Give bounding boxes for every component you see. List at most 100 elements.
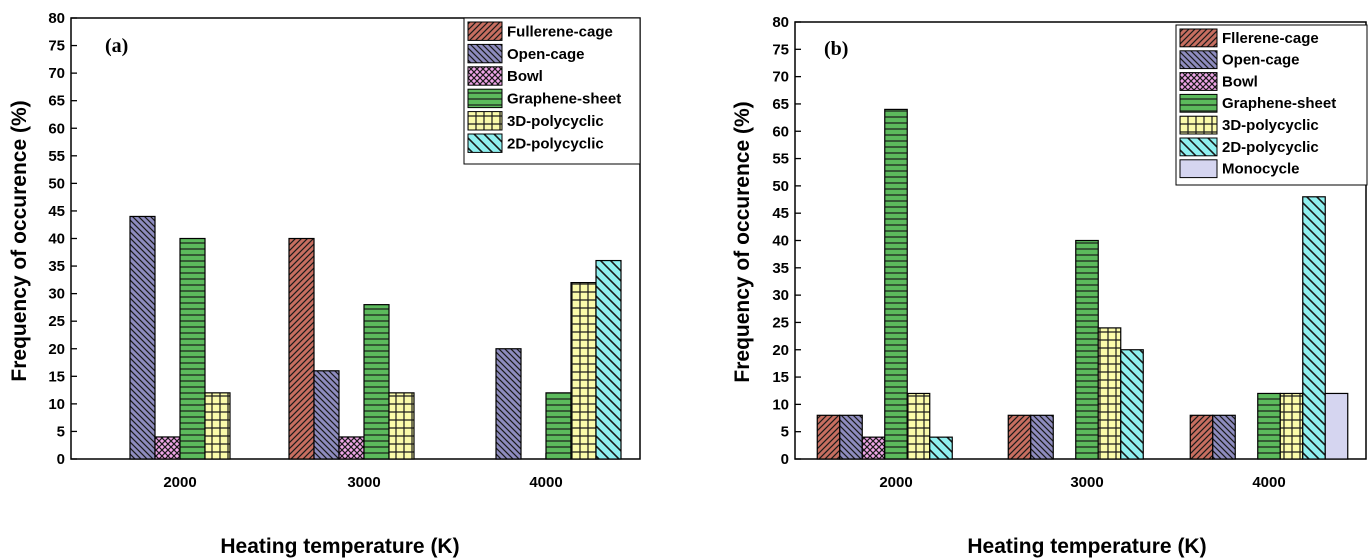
legend-swatch (467, 133, 503, 153)
x-tick-label: 4000 (529, 474, 562, 491)
bar-2d-polycyclic-4000 (1302, 196, 1326, 460)
bar-2d-polycyclic-2000 (929, 436, 953, 460)
legend-entry-label: Monocycle (1222, 161, 1300, 178)
legend-entry-label: 3D-polycyclic (507, 113, 604, 130)
bar-3d-polycyclic-2000 (204, 392, 231, 460)
bar-fllerene-cage-2000 (816, 414, 841, 460)
y-tick-label: 75 (48, 38, 65, 55)
legend-swatch (1179, 93, 1218, 113)
y-tick-label: 5 (57, 423, 65, 440)
bar-monocycle-4000 (1324, 392, 1349, 460)
y-axis-title-b: Frequency of occurence (%) (731, 101, 754, 382)
legend-entry-label: Bowl (1222, 73, 1258, 90)
y-tick-label: 35 (48, 258, 65, 275)
legend-swatch (1179, 72, 1218, 91)
y-tick-label: 45 (48, 203, 65, 220)
bar-graphene-sheet-2000 (884, 108, 908, 460)
bar-bowl-2000 (154, 436, 181, 460)
x-tick-label: 2000 (163, 474, 196, 491)
y-tick-label: 50 (772, 178, 789, 195)
y-tick-label: 30 (48, 286, 65, 303)
legend-entry-label: Graphene-sheet (507, 91, 621, 108)
x-tick-label: 2000 (879, 474, 912, 491)
y-tick-label: 15 (772, 369, 789, 386)
legend-entry-label: Fullerene-cage (507, 23, 613, 40)
y-tick-label: 80 (772, 14, 789, 31)
bar-graphene-sheet-3000 (363, 304, 390, 460)
legend-entry-label: 3D-polycyclic (1222, 117, 1319, 134)
y-tick-label: 10 (48, 396, 65, 413)
legend-swatch (467, 66, 503, 86)
y-tick-label: 60 (772, 123, 789, 140)
y-tick-label: 5 (781, 424, 789, 441)
panel-label-a: (a) (105, 35, 128, 57)
bar-open-cage-4000 (495, 348, 522, 460)
bar-3d-polycyclic-3000 (1097, 327, 1122, 460)
legend-entry-label: 2D-polycyclic (507, 135, 604, 152)
bar-fllerene-cage-3000 (1007, 414, 1032, 460)
y-tick-label: 15 (48, 368, 65, 385)
legend-entry-label: Bowl (507, 68, 543, 85)
bar-bowl-3000 (338, 436, 365, 460)
legend-swatch (1179, 159, 1218, 179)
y-tick-label: 35 (772, 260, 789, 277)
legend-b: Fllerene-cage Open-cage Bowl Graphene-sheet… (1175, 24, 1368, 186)
legend-a: Fullerene-cage Open-cage Bowl Graphene-shee… (463, 17, 641, 165)
y-tick-label: 80 (48, 10, 65, 27)
bar-3d-polycyclic-4000 (570, 282, 597, 460)
y-tick-label: 65 (772, 96, 789, 113)
bar-graphene-sheet-4000 (545, 392, 572, 460)
y-tick-label: 20 (772, 342, 789, 359)
y-tick-label: 75 (772, 41, 789, 58)
legend-swatch (467, 111, 503, 131)
bar-open-cage-3000 (313, 370, 340, 460)
legend-entry-label: Open-cage (507, 46, 585, 63)
y-tick-label: 55 (48, 148, 65, 165)
legend-swatch (1179, 137, 1218, 157)
x-axis-title-b: Heating temperature (K) (967, 535, 1206, 558)
legend-swatch (1179, 28, 1218, 48)
panel-label-b: (b) (824, 38, 848, 60)
bar-open-cage-2000 (129, 215, 156, 460)
bar-open-cage-4000 (1212, 414, 1236, 460)
bar-fllerene-cage-4000 (1189, 414, 1214, 460)
bar-graphene-sheet-4000 (1257, 392, 1281, 460)
plot-area-a: 0 5 10 15 20 25 30 35 40 45 50 55 60 65 70 75 80 2000 3000… (48, 10, 641, 491)
y-tick-label: 20 (48, 341, 65, 358)
legend-entry-label: 2D-polycyclic (1222, 139, 1319, 156)
bar-2d-polycyclic-3000 (1120, 349, 1144, 460)
legend-swatch (467, 21, 503, 41)
y-tick-label: 45 (772, 205, 789, 222)
legend-swatch (1179, 50, 1218, 70)
y-tick-label: 70 (48, 65, 65, 82)
y-tick-label: 55 (772, 151, 789, 168)
y-tick-label: 0 (781, 451, 789, 468)
legend-entry-label: Fllerene-cage (1222, 30, 1319, 47)
legend-swatch (467, 88, 503, 109)
bar-open-cage-3000 (1030, 414, 1054, 460)
bar-3d-polycyclic-3000 (388, 392, 415, 460)
x-axis-title-a: Heating temperature (K) (220, 535, 459, 558)
bar-graphene-sheet-2000 (179, 237, 206, 460)
bar-3d-polycyclic-2000 (906, 392, 931, 460)
y-tick-label: 60 (48, 120, 65, 137)
x-tick-label: 4000 (1252, 474, 1285, 491)
y-tick-label: 40 (772, 233, 789, 250)
legend-swatch (467, 43, 503, 64)
legend-swatch (1179, 115, 1218, 135)
y-tick-label: 0 (57, 451, 65, 468)
bar-3d-polycyclic-4000 (1279, 392, 1304, 460)
y-axis-title-a: Frequency of occurence (%) (8, 100, 31, 381)
bar-graphene-sheet-3000 (1075, 239, 1099, 460)
bar-bowl-2000 (861, 436, 886, 460)
plot-area-b: 0 5 10 15 20 25 30 35 40 45 50 55 60 65 70 75 80 2000 3000… (772, 14, 1368, 491)
chart-panel-b: 0 5 10 15 20 25 30 35 40 45 50 55 60 65 70 75 80 2000 3000… (731, 14, 1368, 558)
bar-fullerene-cage-3000 (288, 237, 315, 460)
y-tick-label: 40 (48, 231, 65, 248)
y-tick-label: 25 (772, 314, 789, 331)
bar-open-cage-2000 (839, 414, 863, 460)
legend-entry-label: Graphene-sheet (1222, 95, 1336, 112)
chart-panel-a: 0 5 10 15 20 25 30 35 40 45 50 55 60 65 70 75 80 2000 3000… (8, 10, 641, 558)
bar-2d-polycyclic-4000 (595, 259, 622, 460)
